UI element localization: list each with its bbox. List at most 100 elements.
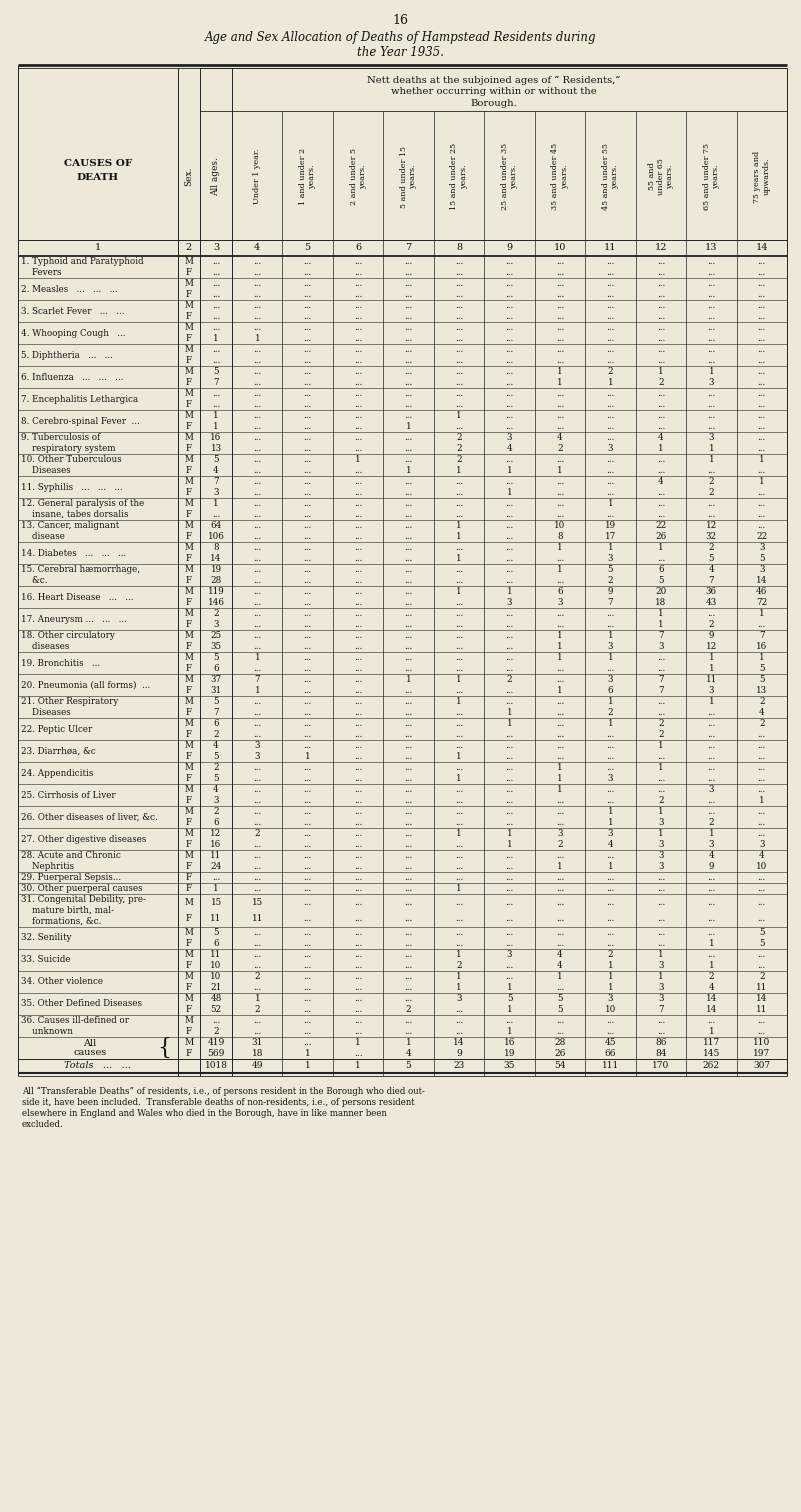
- Text: 5. Diphtheria   ...   ...: 5. Diphtheria ... ...: [21, 351, 113, 360]
- Text: ...: ...: [606, 510, 614, 519]
- Text: 1: 1: [406, 676, 412, 685]
- Text: 11: 11: [211, 851, 222, 860]
- Text: ...: ...: [354, 345, 362, 354]
- Text: 1: 1: [557, 764, 563, 773]
- Text: M: M: [184, 851, 193, 860]
- Text: ...: ...: [253, 620, 261, 629]
- Text: ...: ...: [405, 1027, 413, 1036]
- Text: ...: ...: [253, 708, 261, 717]
- Text: 3: 3: [709, 378, 714, 387]
- Text: 2: 2: [709, 972, 714, 981]
- Text: ...: ...: [405, 898, 413, 907]
- Text: ...: ...: [405, 995, 413, 1004]
- Text: 5: 5: [759, 939, 764, 948]
- Text: ...: ...: [606, 411, 614, 420]
- Text: ...: ...: [253, 774, 261, 783]
- Text: ...: ...: [405, 795, 413, 804]
- Text: ...: ...: [304, 664, 312, 673]
- Text: 1: 1: [658, 609, 664, 618]
- Text: 10: 10: [211, 960, 222, 969]
- Text: ...: ...: [505, 898, 513, 907]
- Text: ...: ...: [707, 774, 715, 783]
- Text: 10: 10: [554, 522, 566, 531]
- Text: 3: 3: [608, 774, 613, 783]
- Text: ...: ...: [758, 1016, 766, 1025]
- Text: ...: ...: [304, 795, 312, 804]
- Text: ...: ...: [405, 597, 413, 606]
- Text: ...: ...: [354, 334, 362, 343]
- Text: ...: ...: [657, 1027, 665, 1036]
- Text: ...: ...: [354, 741, 362, 750]
- Text: ...: ...: [455, 510, 463, 519]
- Text: ...: ...: [304, 676, 312, 685]
- Text: 3: 3: [658, 851, 663, 860]
- Text: ...: ...: [253, 345, 261, 354]
- Text: ...: ...: [707, 499, 715, 508]
- Text: ...: ...: [505, 730, 513, 738]
- Text: M: M: [184, 543, 193, 552]
- Text: ...: ...: [253, 697, 261, 706]
- Text: ...: ...: [304, 1004, 312, 1013]
- Text: ...: ...: [304, 257, 312, 266]
- Text: ...: ...: [405, 664, 413, 673]
- Text: ...: ...: [707, 510, 715, 519]
- Text: 4: 4: [607, 839, 614, 848]
- Text: ...: ...: [354, 685, 362, 694]
- Text: ...: ...: [657, 928, 665, 937]
- Text: 2: 2: [557, 839, 563, 848]
- Text: ...: ...: [304, 830, 312, 839]
- Text: F: F: [186, 939, 192, 948]
- Text: M: M: [184, 478, 193, 487]
- Text: ...: ...: [405, 345, 413, 354]
- Text: F: F: [186, 641, 192, 650]
- Text: 1: 1: [759, 653, 765, 662]
- Text: 2 and under 5
years.: 2 and under 5 years.: [349, 148, 367, 206]
- Text: 4: 4: [708, 851, 714, 860]
- Text: ...: ...: [505, 257, 513, 266]
- Text: ...: ...: [405, 609, 413, 618]
- Text: ...: ...: [253, 367, 261, 376]
- Text: ...: ...: [304, 774, 312, 783]
- Text: M: M: [184, 785, 193, 794]
- Text: ...: ...: [405, 764, 413, 773]
- Text: 4: 4: [557, 960, 563, 969]
- Text: ...: ...: [304, 885, 312, 894]
- Text: ...: ...: [304, 390, 312, 399]
- Text: F: F: [186, 290, 192, 298]
- Text: 1 and under 2
years.: 1 and under 2 years.: [299, 148, 316, 206]
- Text: ...: ...: [253, 443, 261, 452]
- Text: ...: ...: [556, 411, 564, 420]
- Text: ...: ...: [253, 565, 261, 575]
- Text: ...: ...: [707, 290, 715, 298]
- Text: 6. Influenza   ...   ...   ...: 6. Influenza ... ... ...: [21, 372, 123, 381]
- Text: ...: ...: [707, 807, 715, 816]
- Text: ...: ...: [253, 664, 261, 673]
- Text: ...: ...: [505, 345, 513, 354]
- Text: ...: ...: [304, 543, 312, 552]
- Text: 1: 1: [709, 697, 714, 706]
- Text: ...: ...: [304, 939, 312, 948]
- Text: 14: 14: [755, 243, 768, 253]
- Text: 3: 3: [608, 676, 613, 685]
- Text: ...: ...: [304, 324, 312, 333]
- Text: ...: ...: [354, 730, 362, 738]
- Text: ...: ...: [707, 390, 715, 399]
- Text: F: F: [186, 355, 192, 364]
- Text: 12: 12: [706, 641, 717, 650]
- Text: M: M: [184, 764, 193, 773]
- Text: ...: ...: [304, 928, 312, 937]
- Text: ...: ...: [405, 1016, 413, 1025]
- Text: ...: ...: [405, 685, 413, 694]
- Text: ...: ...: [253, 872, 261, 881]
- Text: 5: 5: [213, 697, 219, 706]
- Text: DEATH: DEATH: [77, 172, 119, 181]
- Text: M: M: [184, 741, 193, 750]
- Text: 46: 46: [756, 588, 767, 596]
- Text: 11: 11: [211, 913, 222, 922]
- Text: ...: ...: [606, 620, 614, 629]
- Text: 75 years and
upwards.: 75 years and upwards.: [753, 150, 771, 203]
- Text: ...: ...: [354, 543, 362, 552]
- Text: ...: ...: [606, 324, 614, 333]
- Text: 1: 1: [557, 641, 563, 650]
- Text: ...: ...: [657, 422, 665, 431]
